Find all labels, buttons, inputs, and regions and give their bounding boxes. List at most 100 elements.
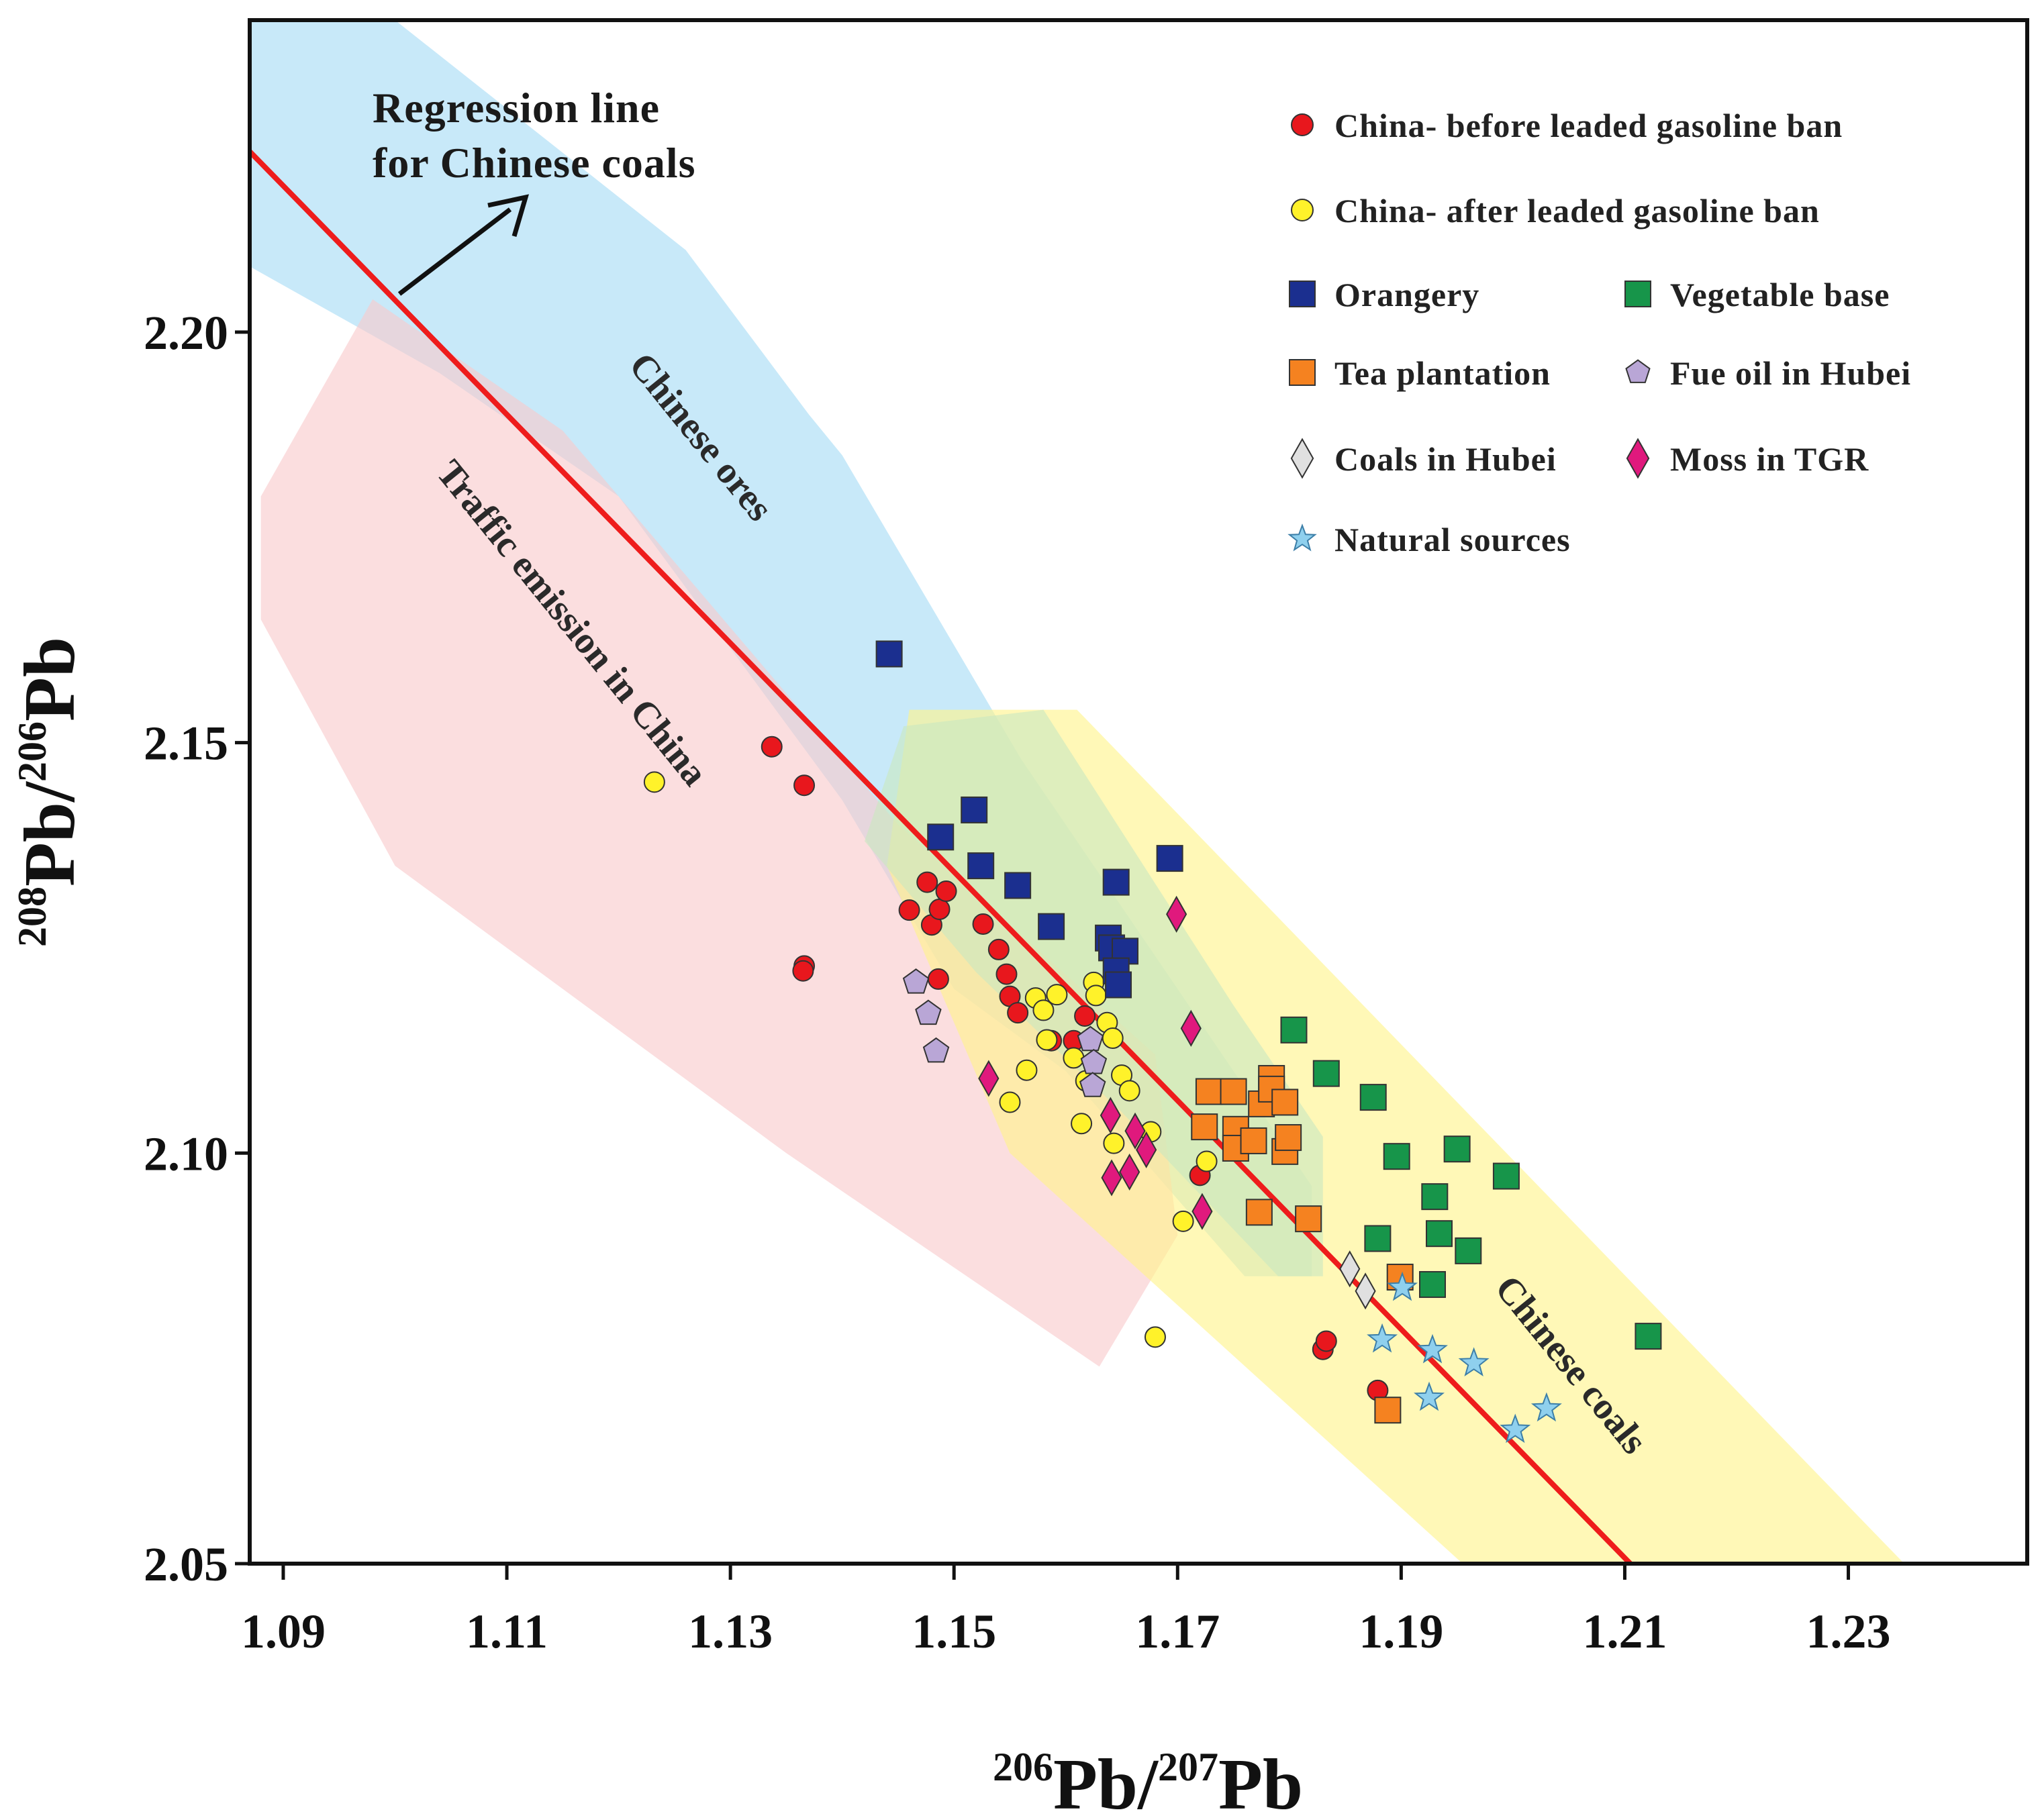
point-china-after-leaded-gasoline-ban bbox=[1032, 999, 1055, 1021]
legend-label: China- after leaded gasoline ban bbox=[1334, 192, 1820, 230]
legend-item-orangery: Orangery bbox=[1289, 276, 1479, 313]
point-china-after-leaded-gasoline-ban bbox=[1036, 1029, 1058, 1051]
point-orangery bbox=[1156, 845, 1183, 872]
point-vegetable-base bbox=[1383, 1143, 1410, 1170]
series-coals-in-hubei bbox=[1339, 1250, 1376, 1310]
point-vegetable-base bbox=[1364, 1225, 1392, 1252]
y-axis-title: 208Pb/206Pb bbox=[10, 637, 90, 947]
point-moss-in-tgr bbox=[1136, 1131, 1157, 1168]
legend-marker-circle-icon bbox=[1291, 113, 1314, 136]
series-fue-oil-in-hubei bbox=[902, 968, 1108, 1097]
point-orangery bbox=[1105, 971, 1132, 999]
series-orangery bbox=[875, 640, 1183, 999]
legend-marker-square-icon bbox=[1289, 281, 1316, 307]
point-natural-sources bbox=[1530, 1392, 1562, 1422]
legend-item-tea-plantation: Tea plantation bbox=[1289, 354, 1551, 392]
point-china-after-leaded-gasoline-ban bbox=[1102, 1027, 1124, 1050]
regression-annotation-text: Regression line for Chinese coals bbox=[373, 84, 696, 187]
point-fue-oil-in-hubei bbox=[922, 1037, 950, 1063]
point-moss-in-tgr bbox=[1119, 1153, 1140, 1191]
data-points bbox=[643, 640, 1662, 1444]
point-tea-plantation bbox=[1220, 1078, 1247, 1105]
point-fue-oil-in-hubei bbox=[1079, 1072, 1106, 1097]
point-natural-sources bbox=[1500, 1413, 1531, 1444]
regression-line-layer bbox=[250, 149, 1633, 1564]
legend-label: Vegetable base bbox=[1670, 276, 1890, 313]
point-moss-in-tgr bbox=[1166, 895, 1187, 933]
point-vegetable-base bbox=[1635, 1323, 1662, 1350]
point-china-after-leaded-gasoline-ban bbox=[1071, 1113, 1093, 1135]
point-orangery bbox=[927, 823, 955, 851]
point-china-after-leaded-gasoline-ban bbox=[1196, 1150, 1218, 1172]
point-orangery bbox=[875, 640, 903, 668]
legend-item-natural-sources: Natural sources bbox=[1287, 521, 1571, 558]
legend-label: Natural sources bbox=[1334, 521, 1571, 558]
series-vegetable-base bbox=[1280, 1016, 1662, 1350]
point-china-after-leaded-gasoline-ban bbox=[1085, 984, 1107, 1007]
legend-marker-square-icon bbox=[1624, 281, 1651, 307]
point-vegetable-base bbox=[1455, 1237, 1482, 1264]
point-china-after-leaded-gasoline-ban bbox=[1118, 1080, 1140, 1102]
legend-marker-circle-icon bbox=[1291, 199, 1314, 221]
point-natural-sources bbox=[1414, 1381, 1445, 1411]
x-tick-label: 1.21 bbox=[1582, 1605, 1667, 1658]
point-orangery bbox=[961, 796, 988, 823]
point-moss-in-tgr bbox=[1124, 1112, 1146, 1150]
legend-marker-square-icon bbox=[1289, 359, 1316, 386]
point-tea-plantation bbox=[1245, 1199, 1273, 1226]
legend-label: Fue oil in Hubei bbox=[1670, 354, 1911, 392]
regression-line bbox=[250, 149, 1633, 1564]
legend-label: Orangery bbox=[1334, 276, 1479, 313]
x-tick-label: 1.13 bbox=[688, 1605, 773, 1658]
point-moss-in-tgr bbox=[978, 1060, 1000, 1097]
point-china-after-leaded-gasoline-ban bbox=[999, 1091, 1021, 1113]
regression-arrow-shaft bbox=[397, 207, 512, 296]
point-china-before-leaded-gasoline-ban bbox=[1007, 1002, 1029, 1024]
legend-label: China- before leaded gasoline ban bbox=[1334, 107, 1843, 144]
legend-label: Tea plantation bbox=[1334, 354, 1551, 392]
point-china-after-leaded-gasoline-ban bbox=[643, 771, 665, 793]
point-china-after-leaded-gasoline-ban bbox=[1063, 1047, 1085, 1069]
y-tick-label: 2.05 bbox=[144, 1537, 228, 1591]
point-china-after-leaded-gasoline-ban bbox=[1016, 1059, 1038, 1081]
point-tea-plantation bbox=[1275, 1124, 1302, 1152]
point-china-before-leaded-gasoline-ban bbox=[935, 880, 957, 903]
point-tea-plantation bbox=[1295, 1205, 1322, 1233]
point-natural-sources bbox=[1367, 1323, 1398, 1353]
legend-label: Coals in Hubei bbox=[1334, 440, 1557, 478]
legend-item-moss-in-tgr: Moss in TGR bbox=[1626, 438, 1868, 479]
point-moss-in-tgr bbox=[1100, 1097, 1121, 1134]
point-moss-in-tgr bbox=[1191, 1193, 1213, 1230]
series-china-after-leaded-gasoline-ban bbox=[643, 771, 1218, 1348]
point-fue-oil-in-hubei bbox=[915, 999, 942, 1025]
point-vegetable-base bbox=[1443, 1135, 1471, 1163]
x-axis-title: 206Pb/207Pb bbox=[993, 1745, 1303, 1820]
point-china-before-leaded-gasoline-ban bbox=[927, 968, 949, 990]
point-china-before-leaded-gasoline-ban bbox=[987, 938, 1010, 960]
series-natural-sources bbox=[1367, 1271, 1562, 1444]
point-china-before-leaded-gasoline-ban bbox=[761, 736, 783, 758]
point-china-after-leaded-gasoline-ban bbox=[1172, 1210, 1194, 1232]
point-tea-plantation bbox=[1271, 1089, 1299, 1116]
legend-item-china-before-leaded-gasoline-ban: China- before leaded gasoline ban bbox=[1291, 107, 1843, 144]
x-tick-label: 1.09 bbox=[241, 1605, 326, 1658]
legend-marker-diamond-icon bbox=[1626, 438, 1650, 479]
point-china-before-leaded-gasoline-ban bbox=[916, 871, 938, 893]
point-china-after-leaded-gasoline-ban bbox=[1144, 1326, 1166, 1348]
axis-ticks: 1.09 1.11 1.13 1.15 1.17 1.19 1.21 1.23 2.05 2.10… bbox=[144, 306, 1891, 1658]
y-tick-label: 2.10 bbox=[144, 1127, 228, 1180]
point-natural-sources bbox=[1417, 1333, 1448, 1364]
legend-item-coals-in-hubei: Coals in Hubei bbox=[1290, 438, 1557, 479]
point-vegetable-base bbox=[1421, 1183, 1449, 1211]
legend-marker-pentagon-icon bbox=[1625, 359, 1651, 383]
point-coals-in-hubei bbox=[1355, 1272, 1376, 1310]
legend-item-fue-oil-in-hubei: Fue oil in Hubei bbox=[1625, 354, 1911, 392]
point-tea-plantation bbox=[1191, 1113, 1218, 1141]
point-vegetable-base bbox=[1419, 1271, 1447, 1299]
point-orangery bbox=[967, 852, 995, 880]
regression-annotation: Regression line for Chinese coals bbox=[373, 84, 696, 296]
point-orangery bbox=[1004, 872, 1032, 899]
point-tea-plantation bbox=[1240, 1127, 1267, 1154]
plot-frame bbox=[248, 18, 2029, 1566]
point-tea-plantation bbox=[1374, 1397, 1402, 1424]
